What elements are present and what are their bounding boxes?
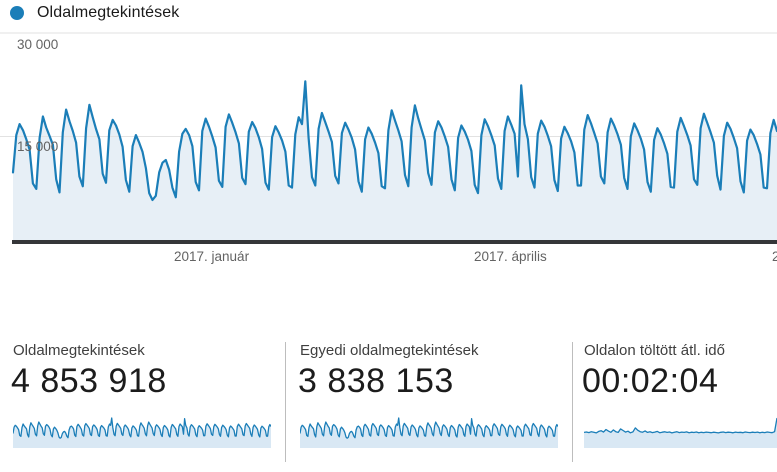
- metric-card-unique-pageviews[interactable]: Egyedi oldalmegtekintések 3 838 153: [298, 330, 558, 472]
- chart-legend[interactable]: Oldalmegtekintések: [10, 4, 179, 22]
- metric-card-pageviews[interactable]: Oldalmegtekintések 4 853 918: [11, 330, 271, 472]
- legend-dot-icon: [10, 6, 24, 20]
- legend-label: Oldalmegtekintések: [37, 4, 180, 21]
- metric-value: 00:02:04: [582, 362, 719, 400]
- metric-card-avg-time-on-page[interactable]: Oldalon töltött átl. idő 00:02:04: [582, 330, 777, 472]
- x-axis-label-april: 2017. április: [474, 249, 547, 264]
- pageviews-line-chart[interactable]: [0, 0, 777, 246]
- metric-cards-row: Oldalmegtekintések 4 853 918 Egyedi olda…: [0, 330, 777, 472]
- metric-value: 4 853 918: [11, 362, 167, 400]
- metric-title: Egyedi oldalmegtekintések: [300, 342, 479, 359]
- avg-time-sparkline: [584, 417, 777, 448]
- pageviews-sparkline: [13, 417, 271, 448]
- card-divider: [572, 342, 573, 462]
- x-axis-label-july: 2017. július: [772, 249, 777, 264]
- x-axis-label-january: 2017. január: [174, 249, 250, 264]
- card-divider: [285, 342, 286, 462]
- metric-title: Oldalon töltött átl. idő: [584, 342, 725, 359]
- metric-value: 3 838 153: [298, 362, 454, 400]
- y-axis-label-30000: 30 000: [17, 37, 59, 52]
- y-axis-label-15000: 15 000: [17, 139, 59, 154]
- metric-title: Oldalmegtekintések: [13, 342, 145, 359]
- unique-pageviews-sparkline: [300, 417, 558, 448]
- x-axis-line: [12, 240, 777, 244]
